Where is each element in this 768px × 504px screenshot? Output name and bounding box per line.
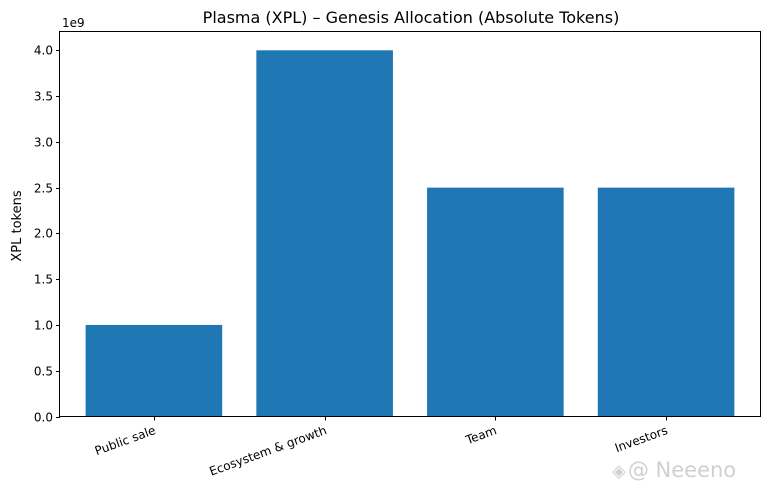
y-tick-label: 4.0 [34, 44, 53, 58]
y-axis-label: XPL tokens [10, 190, 25, 261]
bar-investors [597, 187, 735, 417]
watermark: ◈@ Neeeno [612, 458, 736, 482]
y-tick-label: 0.0 [34, 411, 53, 425]
bar-public-sale [85, 324, 223, 417]
y-tick-label: 1.0 [34, 319, 53, 333]
y-tick-label: 3.0 [34, 136, 53, 150]
y-tick-label: 2.5 [34, 182, 53, 196]
bar-ecosystem-growth [256, 50, 393, 417]
y-tick-label: 3.5 [34, 90, 53, 104]
x-tick-label: Public sale [93, 423, 158, 458]
y-tick-label: 2.0 [34, 227, 53, 241]
axis-offset-label: 1e9 [62, 16, 85, 30]
y-tick-label: 1.5 [34, 273, 53, 287]
chart-title: Plasma (XPL) – Genesis Allocation (Absol… [203, 8, 620, 27]
plot-frame [59, 31, 761, 417]
y-axis-ticks: 0.0 0.5 1.0 1.5 2.0 2.5 3.0 3.5 4.0 [34, 44, 60, 425]
brand-logo-icon: ◈ [612, 461, 626, 482]
x-axis-ticks: Public sale Ecosystem & growth Team Investo… [93, 416, 670, 479]
bar-team [427, 187, 564, 417]
watermark-text: @ Neeeno [627, 458, 737, 482]
bars-group [85, 50, 735, 417]
x-tick-label: Team [463, 423, 499, 447]
x-tick-label: Investors [613, 423, 670, 455]
y-tick-label: 0.5 [34, 365, 53, 379]
x-tick-label: Ecosystem & growth [208, 423, 329, 478]
